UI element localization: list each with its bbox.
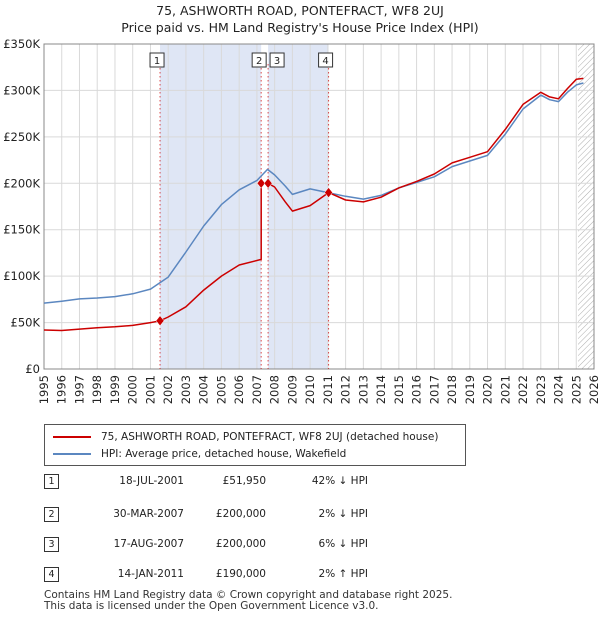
transaction-hpi: 2% ↓ HPI [318, 508, 368, 520]
y-tick-label: £100K [3, 269, 40, 283]
chart-title: 75, ASHWORTH ROAD, PONTEFRACT, WF8 2UJ [156, 3, 444, 18]
footer: Contains HM Land Registry data © Crown c… [44, 590, 452, 612]
x-tick-label: 1997 [72, 375, 86, 404]
chart-subtitle: Price paid vs. HM Land Registry's House … [121, 20, 479, 35]
transaction-label: 4 [322, 56, 328, 67]
transaction-hpi: 42% ↓ HPI [311, 475, 368, 487]
footer-licence: This data is licensed under the Open Gov… [44, 600, 379, 612]
x-tick-label: 2007 [250, 375, 264, 404]
x-tick-label: 2014 [374, 375, 388, 404]
x-tick-label: 2025 [569, 375, 583, 404]
transaction-number: 3 [44, 537, 59, 552]
transaction-date: 14-JAN-2011 [117, 568, 184, 580]
legend-item-property: 75, ASHWORTH ROAD, PONTEFRACT, WF8 2UJ (… [53, 429, 438, 445]
table-row: 4 14-JAN-2011 £190,000 2% ↑ HPI [44, 567, 600, 585]
shaded-range [160, 44, 262, 369]
x-tick-label: 2013 [356, 375, 370, 404]
transaction-price: £190,000 [215, 568, 266, 580]
series-line-hpi [43, 82, 584, 304]
shaded-range [268, 44, 329, 369]
x-tick-label: 2006 [232, 375, 246, 404]
x-tick-label: 1998 [90, 375, 104, 404]
transaction-date: 30-MAR-2007 [113, 508, 184, 520]
transaction-number: 4 [44, 567, 59, 582]
y-tick-label: £50K [11, 316, 41, 330]
x-tick-label: 2009 [285, 375, 299, 404]
legend-label-hpi: HPI: Average price, detached house, Wake… [101, 448, 347, 460]
forecast-hatch [578, 44, 594, 369]
legend-swatch-red [53, 436, 91, 438]
x-tick-label: 2018 [445, 375, 459, 404]
x-tick-label: 2010 [303, 375, 317, 404]
table-row: 2 30-MAR-2007 £200,000 2% ↓ HPI [44, 507, 600, 525]
transaction-price: £200,000 [215, 538, 266, 550]
y-tick-label: £250K [3, 130, 40, 144]
transaction-point [256, 177, 266, 189]
transaction-point [324, 187, 333, 198]
legend-item-hpi: HPI: Average price, detached house, Wake… [53, 446, 346, 462]
x-tick-label: 2019 [463, 375, 477, 404]
transaction-price: £200,000 [215, 508, 266, 520]
x-tick-label: 2012 [339, 375, 353, 404]
y-tick-label: £150K [3, 223, 40, 237]
transaction-number: 1 [44, 474, 59, 489]
x-tick-label: 2026 [587, 375, 600, 404]
x-tick-label: 1996 [55, 375, 69, 404]
transaction-point [155, 315, 165, 327]
x-tick-label: 2011 [321, 375, 335, 404]
table-row: 1 18-JUL-2001 £51,950 42% ↓ HPI [44, 474, 600, 492]
transaction-hpi: 6% ↓ HPI [318, 538, 368, 550]
transaction-label-box [149, 52, 165, 68]
x-tick-label: 1999 [108, 375, 122, 404]
x-tick-label: 2021 [498, 375, 512, 404]
legend: 75, ASHWORTH ROAD, PONTEFRACT, WF8 2UJ (… [44, 424, 466, 466]
price-chart: £0 £50K £100K £150K £200K £250K £300K £350K 1995… [3, 37, 600, 404]
transaction-label: 1 [154, 56, 160, 67]
table-row: 3 17-AUG-2007 £200,000 6% ↓ HPI [44, 537, 600, 555]
transaction-label: 3 [274, 56, 280, 67]
transaction-label-box [318, 52, 334, 68]
transaction-label-box [269, 52, 285, 68]
y-tick-label: £0 [25, 362, 40, 376]
x-tick-label: 2024 [552, 375, 566, 404]
x-tick-label: 2015 [392, 375, 406, 404]
legend-swatch-blue [53, 453, 91, 455]
transaction-date: 18-JUL-2001 [119, 475, 184, 487]
x-tick-label: 2003 [179, 375, 193, 404]
transaction-point [263, 177, 273, 189]
plot-frame [43, 43, 595, 370]
series-line-property [43, 77, 584, 332]
x-tick-label: 2004 [197, 375, 211, 404]
footer-copyright: Contains HM Land Registry data © Crown c… [44, 589, 453, 601]
transaction-label-box [251, 52, 267, 68]
transaction-price: £51,950 [222, 475, 266, 487]
transaction-hpi: 2% ↑ HPI [318, 568, 368, 580]
x-tick-label: 2002 [161, 375, 175, 404]
x-tick-label: 2020 [481, 375, 495, 404]
x-tick-label: 2017 [427, 375, 441, 404]
x-tick-label: 2023 [534, 375, 548, 404]
x-tick-label: 2005 [214, 375, 228, 404]
y-tick-label: £200K [3, 176, 40, 190]
transaction-label: 2 [256, 56, 262, 67]
x-tick-label: 2008 [268, 375, 282, 404]
legend-label-property: 75, ASHWORTH ROAD, PONTEFRACT, WF8 2UJ (… [101, 431, 439, 443]
y-tick-label: £350K [3, 37, 40, 51]
y-tick-label: £300K [3, 83, 40, 97]
x-tick-label: 1995 [37, 375, 51, 404]
x-tick-label: 2022 [516, 375, 530, 404]
x-tick-label: 2001 [143, 375, 157, 404]
transaction-date: 17-AUG-2007 [113, 538, 184, 550]
x-tick-label: 2016 [410, 375, 424, 404]
x-tick-label: 2000 [126, 375, 140, 404]
transaction-number: 2 [44, 507, 59, 522]
